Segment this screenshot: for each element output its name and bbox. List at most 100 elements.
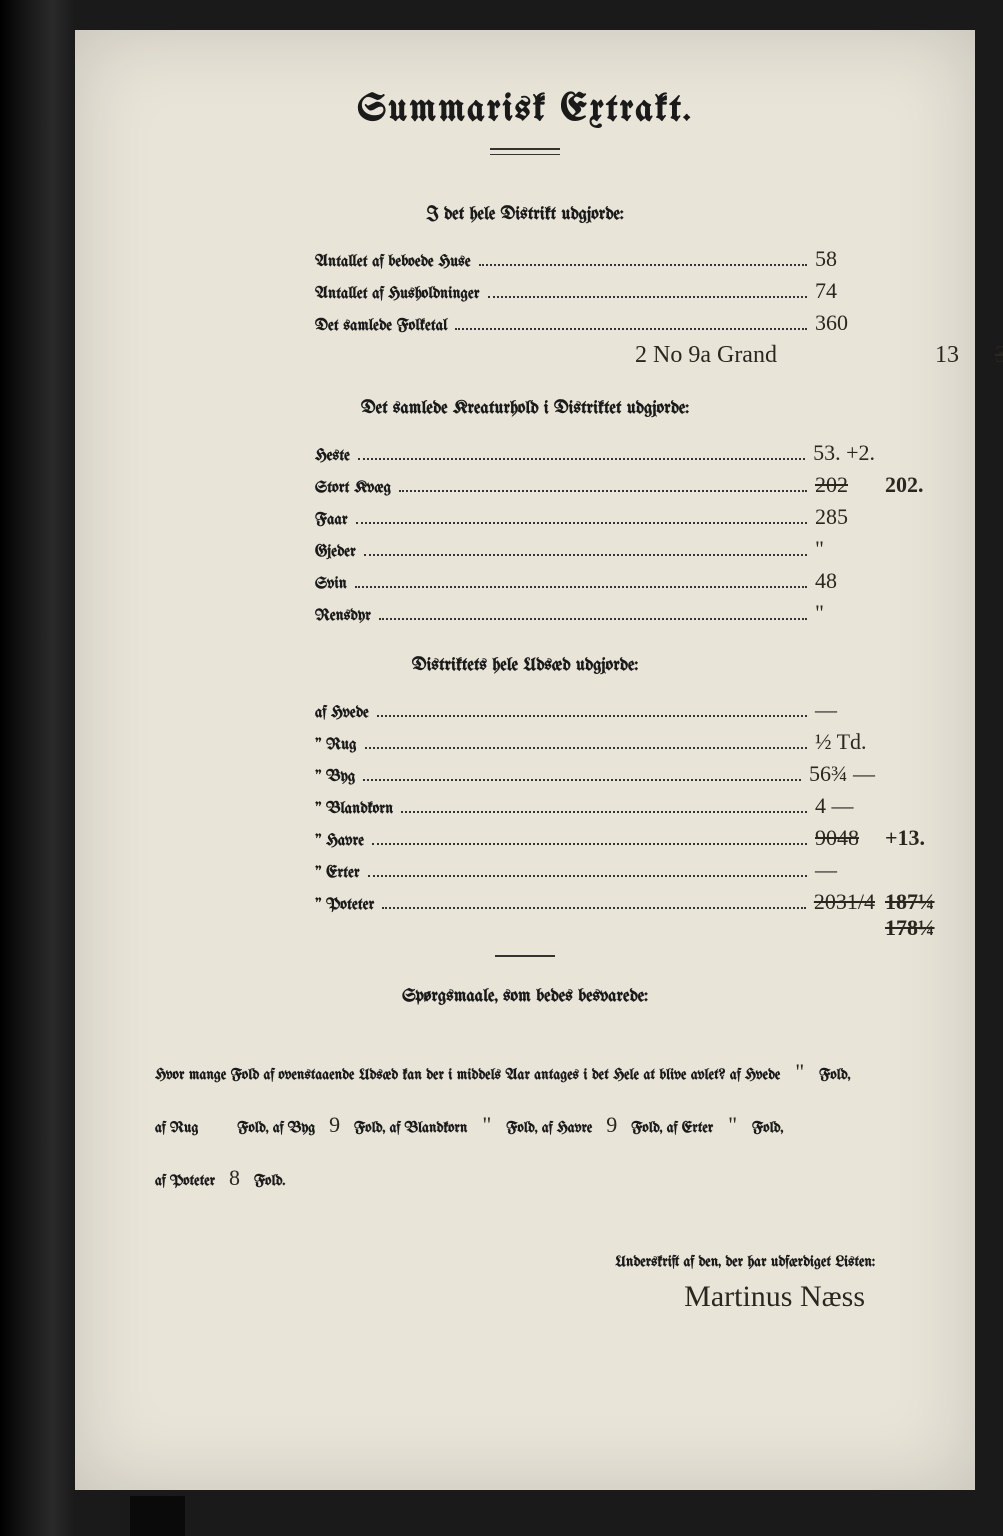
- q3-pot-label: af Poteter: [155, 1173, 215, 1189]
- row-huse: Antallet af beboede Huse 58: [315, 246, 875, 272]
- value: ½ Td.: [815, 729, 875, 755]
- row-heste: Heste 53. +2.: [315, 440, 875, 466]
- q2-rug-label: af Rug: [155, 1120, 198, 1136]
- value: 360: [815, 310, 875, 336]
- label: Gjeder: [315, 544, 356, 561]
- leader-dots: [355, 585, 807, 588]
- section-rule: [495, 955, 555, 957]
- leader-dots: [372, 842, 807, 845]
- question-line3: af Poteter 8 Fold.: [155, 1152, 895, 1205]
- row-kvaeg: Stort Kvæg 202 202.: [315, 472, 875, 498]
- title-rule: [490, 148, 560, 155]
- addendum-val1: 13: [935, 342, 959, 369]
- label: " Blandkorn: [315, 801, 393, 818]
- value-struck: 9048: [815, 825, 875, 851]
- section3-rows: af Hvede — " Rug ½ Td. " Byg 56¾ — " Bla…: [315, 697, 875, 915]
- leader-dots: [455, 327, 807, 330]
- label: Antallet af beboede Huse: [315, 254, 471, 271]
- q2-bland-label: Fold, af Blandkorn: [354, 1120, 467, 1136]
- marginal-value: 202.: [885, 472, 924, 498]
- value: ": [815, 536, 875, 562]
- q3-tail: Fold.: [254, 1173, 285, 1189]
- label: Rensdyr: [315, 608, 371, 625]
- label: Antallet af Husholdninger: [315, 286, 480, 303]
- section2-rows: Heste 53. +2. Stort Kvæg 202 202. Faar 2…: [315, 440, 875, 626]
- row-folketal: Det samlede Folketal 360: [315, 310, 875, 336]
- q2-byg-label: Fold, af Byg: [237, 1120, 315, 1136]
- value: 58: [815, 246, 875, 272]
- leader-dots: [377, 714, 807, 717]
- value: 4 —: [815, 793, 875, 819]
- document-page: Summarisk Extrakt. I det hele Distrikt u…: [75, 30, 975, 1490]
- row-erter: " Erter —: [315, 857, 875, 883]
- q2-havre-label: Fold, af Havre: [506, 1120, 592, 1136]
- row-byg: " Byg 56¾ —: [315, 761, 875, 787]
- questions-heading: Spørgsmaale, som bedes besvarede:: [125, 987, 925, 1006]
- value: 74: [815, 278, 875, 304]
- leader-dots: [358, 457, 805, 460]
- section3-heading: Distriktets hele Udsæd udgjorde:: [125, 656, 925, 675]
- label: " Havre: [315, 833, 364, 850]
- row-folketal-addendum: 2 No 9a Grand 13 373 376.: [635, 342, 875, 369]
- leader-dots: [365, 746, 807, 749]
- signature-name: Martinus Næss: [125, 1280, 865, 1314]
- value: 48: [815, 568, 875, 594]
- section1-rows: Antallet af beboede Huse 58 Antallet af …: [315, 246, 875, 369]
- label: Faar: [315, 512, 348, 529]
- question-line1: Hvor mange Fold af ovenstaaende Udsæd ka…: [155, 1046, 895, 1099]
- signature-label: Underskrift af den, der har udfærdiget L…: [125, 1254, 875, 1270]
- q2-byg-val: 9: [320, 1099, 350, 1152]
- label: Stort Kvæg: [315, 480, 391, 497]
- leader-dots: [368, 874, 807, 877]
- value: —: [815, 697, 875, 723]
- book-binding: [0, 0, 75, 1536]
- row-rug: " Rug ½ Td.: [315, 729, 875, 755]
- row-rensdyr: Rensdyr ": [315, 600, 875, 626]
- row-svin: Svin 48: [315, 568, 875, 594]
- label: " Rug: [315, 737, 357, 754]
- leader-dots: [488, 295, 807, 298]
- row-hvede: af Hvede —: [315, 697, 875, 723]
- leader-dots: [401, 810, 807, 813]
- label: Svin: [315, 576, 347, 593]
- q1-text-a: Hvor mange Fold af ovenstaaende Udsæd ka…: [155, 1067, 780, 1083]
- section1-heading: I det hele Distrikt udgjorde:: [125, 205, 925, 224]
- leader-dots: [356, 521, 807, 524]
- value-struck: 2031/4: [814, 889, 875, 915]
- row-husholdninger: Antallet af Husholdninger 74: [315, 278, 875, 304]
- addendum-text: 2 No 9a Grand: [635, 342, 777, 368]
- leader-dots: [479, 263, 807, 266]
- questions-block: Hvor mange Fold af ovenstaaende Udsæd ka…: [155, 1046, 895, 1204]
- leader-dots: [382, 906, 806, 909]
- label: " Poteter: [315, 897, 374, 914]
- value: 285: [815, 504, 875, 530]
- leader-dots: [379, 617, 807, 620]
- bottom-tab: [130, 1496, 185, 1536]
- value-struck: 202: [815, 472, 875, 498]
- q2-erter-val: ": [718, 1099, 748, 1152]
- leader-dots: [364, 553, 807, 556]
- row-blandkorn: " Blandkorn 4 —: [315, 793, 875, 819]
- label: Heste: [315, 448, 350, 465]
- leader-dots: [363, 778, 801, 781]
- value: 56¾ —: [809, 761, 875, 787]
- label: " Erter: [315, 865, 360, 882]
- value: —: [815, 857, 875, 883]
- row-havre: " Havre 9048 +13.: [315, 825, 875, 851]
- q2-bland-val: ": [472, 1099, 502, 1152]
- q2-erter-label: Fold, af Erter: [631, 1120, 713, 1136]
- row-gjeder: Gjeder ": [315, 536, 875, 562]
- value: ": [815, 600, 875, 626]
- q1-text-b: Fold,: [819, 1067, 850, 1083]
- q2-tail: Fold,: [752, 1120, 783, 1136]
- row-poteter: " Poteter 2031/4 187¼ 178¼: [315, 889, 875, 915]
- label: Det samlede Folketal: [315, 318, 447, 335]
- q1-hvede-val: ": [785, 1046, 815, 1099]
- label: af Hvede: [315, 705, 369, 722]
- value: 53. +2.: [813, 440, 875, 466]
- section2-heading: Det samlede Kreaturhold i Distriktet udg…: [125, 399, 925, 418]
- row-faar: Faar 285: [315, 504, 875, 530]
- marginal-value: 187¼ 178¼: [885, 889, 935, 941]
- leader-dots: [399, 489, 807, 492]
- q3-pot-val: 8: [220, 1152, 250, 1205]
